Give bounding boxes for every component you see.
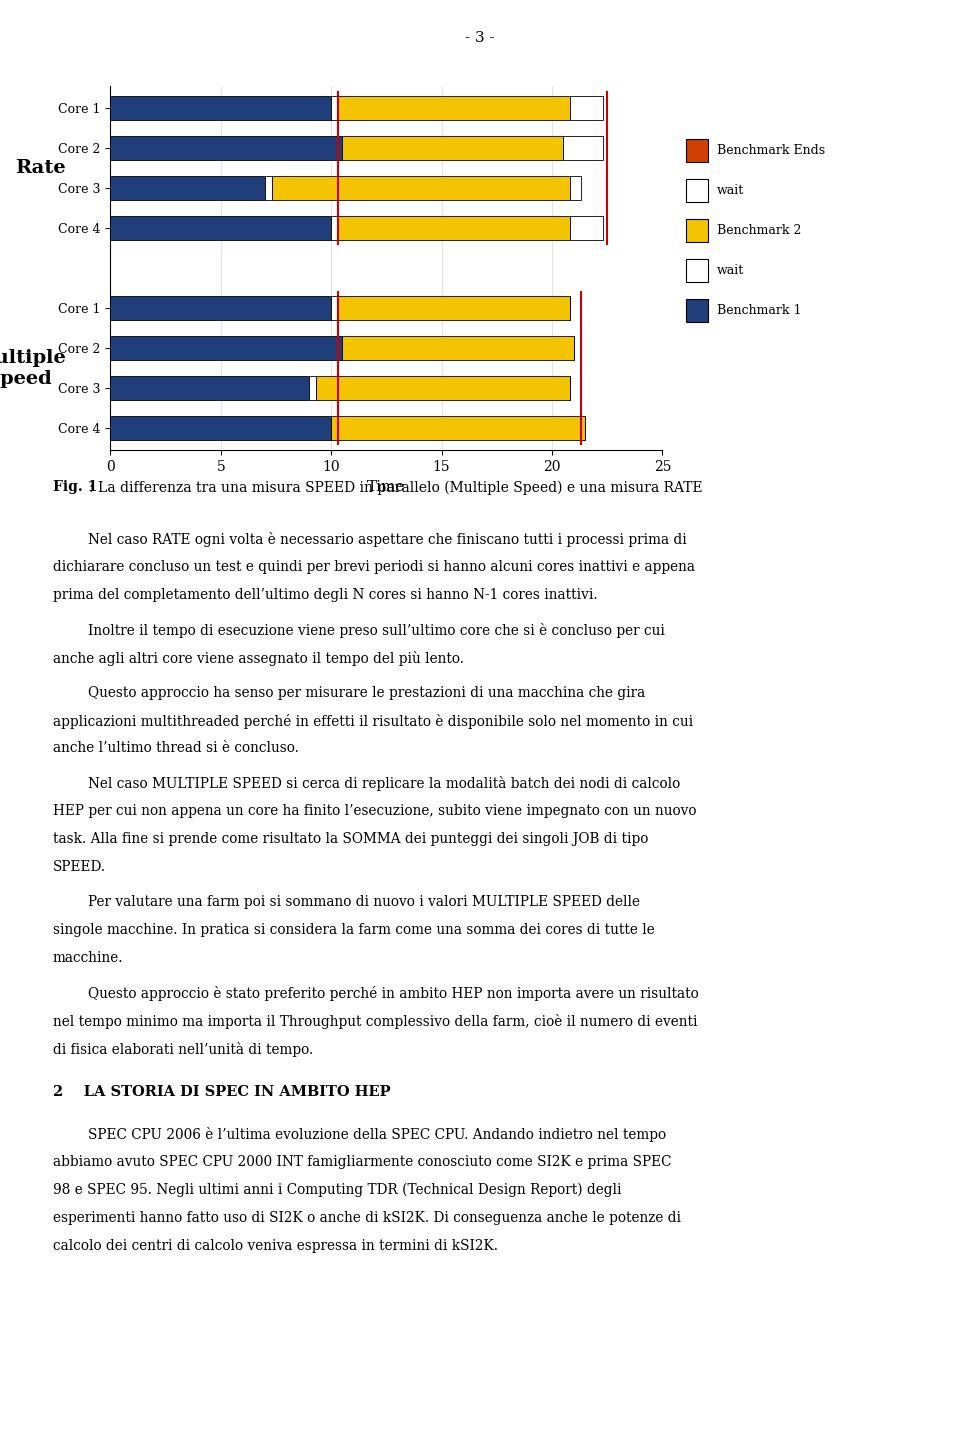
Bar: [110, 416, 331, 440]
Bar: [569, 96, 603, 120]
Bar: [563, 136, 603, 160]
Bar: [110, 96, 331, 120]
Text: SPEC CPU 2006 è l’ultima evoluzione della SPEC CPU. Andando indietro nel tempo: SPEC CPU 2006 è l’ultima evoluzione dell…: [53, 1127, 666, 1143]
Bar: [331, 416, 586, 440]
Text: Benchmark 2: Benchmark 2: [717, 223, 802, 237]
Text: : La differenza tra una misura SPEED in parallelo (Multiple Speed) e una misura : : La differenza tra una misura SPEED in …: [89, 480, 703, 495]
Text: anche agli altri core viene assegnato il tempo del più lento.: anche agli altri core viene assegnato il…: [53, 651, 464, 665]
Bar: [110, 176, 265, 200]
Text: 98 e SPEC 95. Negli ultimi anni i Computing TDR (Technical Design Report) degli: 98 e SPEC 95. Negli ultimi anni i Comput…: [53, 1183, 621, 1197]
Text: wait: wait: [717, 263, 744, 277]
Text: Benchmark Ends: Benchmark Ends: [717, 143, 826, 157]
Text: anche l’ultimo thread si è concluso.: anche l’ultimo thread si è concluso.: [53, 741, 299, 755]
Text: SPEED.: SPEED.: [53, 859, 106, 874]
Bar: [338, 296, 569, 320]
Bar: [338, 96, 569, 120]
Text: prima del completamento dell’ultimo degli N cores si hanno N-1 cores inattivi.: prima del completamento dell’ultimo degl…: [53, 588, 597, 602]
Bar: [569, 176, 581, 200]
Text: Questo approccio ha senso per misurare le prestazioni di una macchina che gira: Questo approccio ha senso per misurare l…: [53, 685, 645, 699]
Bar: [110, 216, 331, 240]
Text: Fig. 1: Fig. 1: [53, 480, 97, 495]
Text: Multiple
Speed: Multiple Speed: [0, 349, 66, 388]
Text: Questo approccio è stato preferito perché in ambito HEP non importa avere un ris: Questo approccio è stato preferito perch…: [53, 987, 699, 1001]
Text: Nel caso RATE ogni volta è necessario aspettare che finiscano tutti i processi p: Nel caso RATE ogni volta è necessario as…: [53, 532, 686, 546]
Text: macchine.: macchine.: [53, 951, 123, 965]
Text: - 3 -: - 3 -: [466, 31, 494, 46]
Bar: [331, 96, 338, 120]
Text: di fisica elaborati nell’unità di tempo.: di fisica elaborati nell’unità di tempo.: [53, 1041, 313, 1057]
Text: Inoltre il tempo di esecuzione viene preso sull’ultimo core che si è concluso pe: Inoltre il tempo di esecuzione viene pre…: [53, 622, 664, 638]
Bar: [272, 176, 569, 200]
Text: task. Alla fine si prende come risultato la SOMMA dei punteggi dei singoli JOB d: task. Alla fine si prende come risultato…: [53, 832, 648, 847]
Text: Rate: Rate: [15, 159, 66, 177]
Text: Nel caso MULTIPLE SPEED si cerca di replicare la modalità batch dei nodi di calc: Nel caso MULTIPLE SPEED si cerca di repl…: [53, 776, 680, 791]
Text: abbiamo avuto SPEC CPU 2000 INT famigliarmente conosciuto come SI2K e prima SPEC: abbiamo avuto SPEC CPU 2000 INT famiglia…: [53, 1155, 671, 1170]
Text: wait: wait: [717, 183, 744, 197]
Text: Per valutare una farm poi si sommano di nuovo i valori MULTIPLE SPEED delle: Per valutare una farm poi si sommano di …: [53, 895, 639, 909]
Bar: [316, 376, 569, 400]
Bar: [110, 296, 331, 320]
Bar: [110, 336, 342, 360]
Bar: [309, 376, 316, 400]
Text: singole macchine. In pratica si considera la farm come una somma dei cores di tu: singole macchine. In pratica si consider…: [53, 924, 655, 937]
Text: Benchmark 1: Benchmark 1: [717, 303, 802, 317]
Text: HEP per cui non appena un core ha finito l’esecuzione, subito viene impegnato co: HEP per cui non appena un core ha finito…: [53, 804, 696, 818]
Text: nel tempo minimo ma importa il Throughput complessivo della farm, cioè il numero: nel tempo minimo ma importa il Throughpu…: [53, 1014, 697, 1028]
Text: dichiarare concluso un test e quindi per brevi periodi si hanno alcuni cores ina: dichiarare concluso un test e quindi per…: [53, 559, 695, 573]
Text: 2    LA STORIA DI SPEC IN AMBITO HEP: 2 LA STORIA DI SPEC IN AMBITO HEP: [53, 1085, 391, 1100]
Text: calcolo dei centri di calcolo veniva espressa in termini di kSI2K.: calcolo dei centri di calcolo veniva esp…: [53, 1238, 498, 1253]
Bar: [342, 136, 563, 160]
Bar: [110, 376, 309, 400]
Bar: [569, 216, 603, 240]
Bar: [342, 336, 574, 360]
Bar: [265, 176, 272, 200]
Bar: [110, 136, 342, 160]
Bar: [331, 296, 338, 320]
Text: applicazioni multithreaded perché in effetti il risultato è disponibile solo nel: applicazioni multithreaded perché in eff…: [53, 714, 693, 728]
X-axis label: Time: Time: [368, 479, 405, 493]
Bar: [338, 216, 569, 240]
Bar: [331, 216, 338, 240]
Text: esperimenti hanno fatto uso di SI2K o anche di kSI2K. Di conseguenza anche le po: esperimenti hanno fatto uso di SI2K o an…: [53, 1211, 681, 1226]
